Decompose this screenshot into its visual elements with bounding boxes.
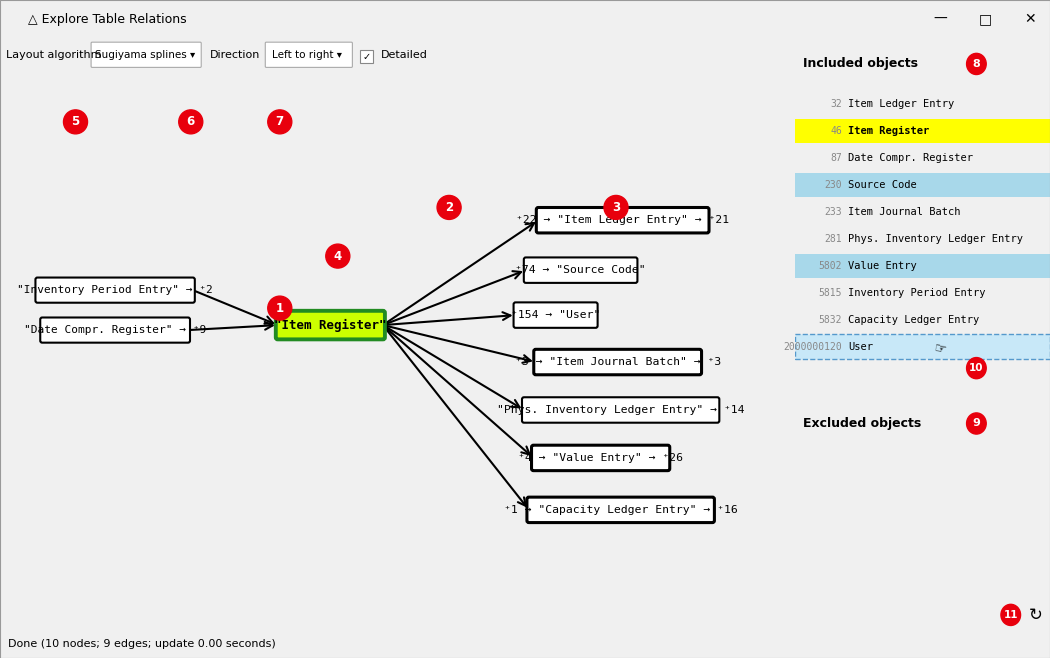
Text: ⁺3 → "Item Journal Batch" → ⁺3: ⁺3 → "Item Journal Batch" → ⁺3 [514,357,720,367]
Text: 8: 8 [972,59,981,69]
Text: □: □ [979,12,991,26]
Text: 5832: 5832 [818,315,842,324]
Text: ⁺1 → "Capacity Ledger Entry" → ⁺16: ⁺1 → "Capacity Ledger Entry" → ⁺16 [504,505,737,515]
Text: 5: 5 [71,115,80,128]
FancyBboxPatch shape [527,497,714,522]
FancyBboxPatch shape [522,397,719,422]
Circle shape [967,53,986,74]
Text: 2000000120: 2000000120 [783,342,842,351]
Text: △ Explore Table Relations: △ Explore Table Relations [28,13,187,26]
FancyBboxPatch shape [36,278,195,303]
Text: 5802: 5802 [818,261,842,270]
Text: Date Compr. Register: Date Compr. Register [847,153,973,163]
Text: 4: 4 [334,249,342,263]
Circle shape [437,195,461,219]
Text: ⁺4 → "Value Entry" → ⁺26: ⁺4 → "Value Entry" → ⁺26 [518,453,684,463]
Circle shape [326,244,350,268]
Text: User: User [847,342,873,351]
Text: 7: 7 [276,115,284,128]
FancyBboxPatch shape [266,42,353,67]
Text: Excluded objects: Excluded objects [802,417,921,430]
Text: "Inventory Period Entry" → ⁺2: "Inventory Period Entry" → ⁺2 [17,285,213,295]
Text: 3: 3 [612,201,621,214]
Text: "Phys. Inventory Ledger Entry" → ⁺14: "Phys. Inventory Ledger Entry" → ⁺14 [497,405,744,415]
Text: 87: 87 [831,153,842,163]
Text: ⁺22 → "Item Ledger Entry" → ⁺21: ⁺22 → "Item Ledger Entry" → ⁺21 [517,215,730,225]
Text: Done (10 nodes; 9 edges; update 0.00 seconds): Done (10 nodes; 9 edges; update 0.00 sec… [8,639,276,649]
Text: Item Register: Item Register [847,126,929,136]
Text: Direction: Direction [210,50,260,61]
FancyBboxPatch shape [276,311,385,340]
Text: Phys. Inventory Ledger Entry: Phys. Inventory Ledger Entry [847,234,1023,243]
Text: Source Code: Source Code [847,180,917,190]
Bar [795,334,1050,359]
FancyBboxPatch shape [513,303,597,328]
Text: "Date Compr. Register" → ⁺9: "Date Compr. Register" → ⁺9 [24,325,206,335]
Text: ⁺154 → "User": ⁺154 → "User" [511,310,601,320]
Text: Capacity Ledger Entry: Capacity Ledger Entry [847,315,979,324]
Text: ✕: ✕ [1024,12,1035,26]
Text: Left to right ▾: Left to right ▾ [272,50,342,61]
Circle shape [268,296,292,320]
FancyBboxPatch shape [533,349,701,375]
Text: Value Entry: Value Entry [847,261,917,270]
FancyBboxPatch shape [524,257,637,283]
Text: Layout algorithm: Layout algorithm [6,50,102,61]
Text: Item Ledger Entry: Item Ledger Entry [847,99,954,109]
Text: 281: 281 [824,234,842,243]
Text: 5815: 5815 [818,288,842,297]
Text: 11: 11 [1004,610,1018,620]
Text: Sugiyama splines ▾: Sugiyama splines ▾ [96,50,195,61]
Circle shape [63,110,87,134]
Bar [795,253,1050,278]
Text: Item Journal Batch: Item Journal Batch [847,207,961,216]
Circle shape [967,357,986,379]
Text: ✓: ✓ [362,52,371,63]
Circle shape [1001,604,1021,626]
Circle shape [178,110,203,134]
FancyBboxPatch shape [531,445,670,470]
Text: "Item Register": "Item Register" [274,318,386,332]
Text: 2: 2 [445,201,454,214]
Bar [360,50,374,63]
Circle shape [967,413,986,434]
Circle shape [268,110,292,134]
Text: 10: 10 [969,363,984,373]
Text: 230: 230 [824,180,842,190]
Text: 1: 1 [276,301,284,315]
FancyBboxPatch shape [537,207,709,233]
Text: Inventory Period Entry: Inventory Period Entry [847,288,985,297]
Text: 233: 233 [824,207,842,216]
Text: ⁺74 → "Source Code": ⁺74 → "Source Code" [516,265,646,275]
Text: 6: 6 [187,115,195,128]
Text: Detailed: Detailed [380,50,427,61]
Bar [795,172,1050,197]
Text: ☞: ☞ [932,341,947,357]
Circle shape [604,195,628,219]
FancyBboxPatch shape [40,318,190,343]
Text: —: — [933,12,947,26]
Text: 9: 9 [972,418,981,428]
Bar [795,118,1050,143]
Text: ↻: ↻ [1028,606,1043,624]
Text: 46: 46 [831,126,842,136]
Text: Included objects: Included objects [802,57,918,70]
Text: 32: 32 [831,99,842,109]
FancyBboxPatch shape [91,42,202,67]
